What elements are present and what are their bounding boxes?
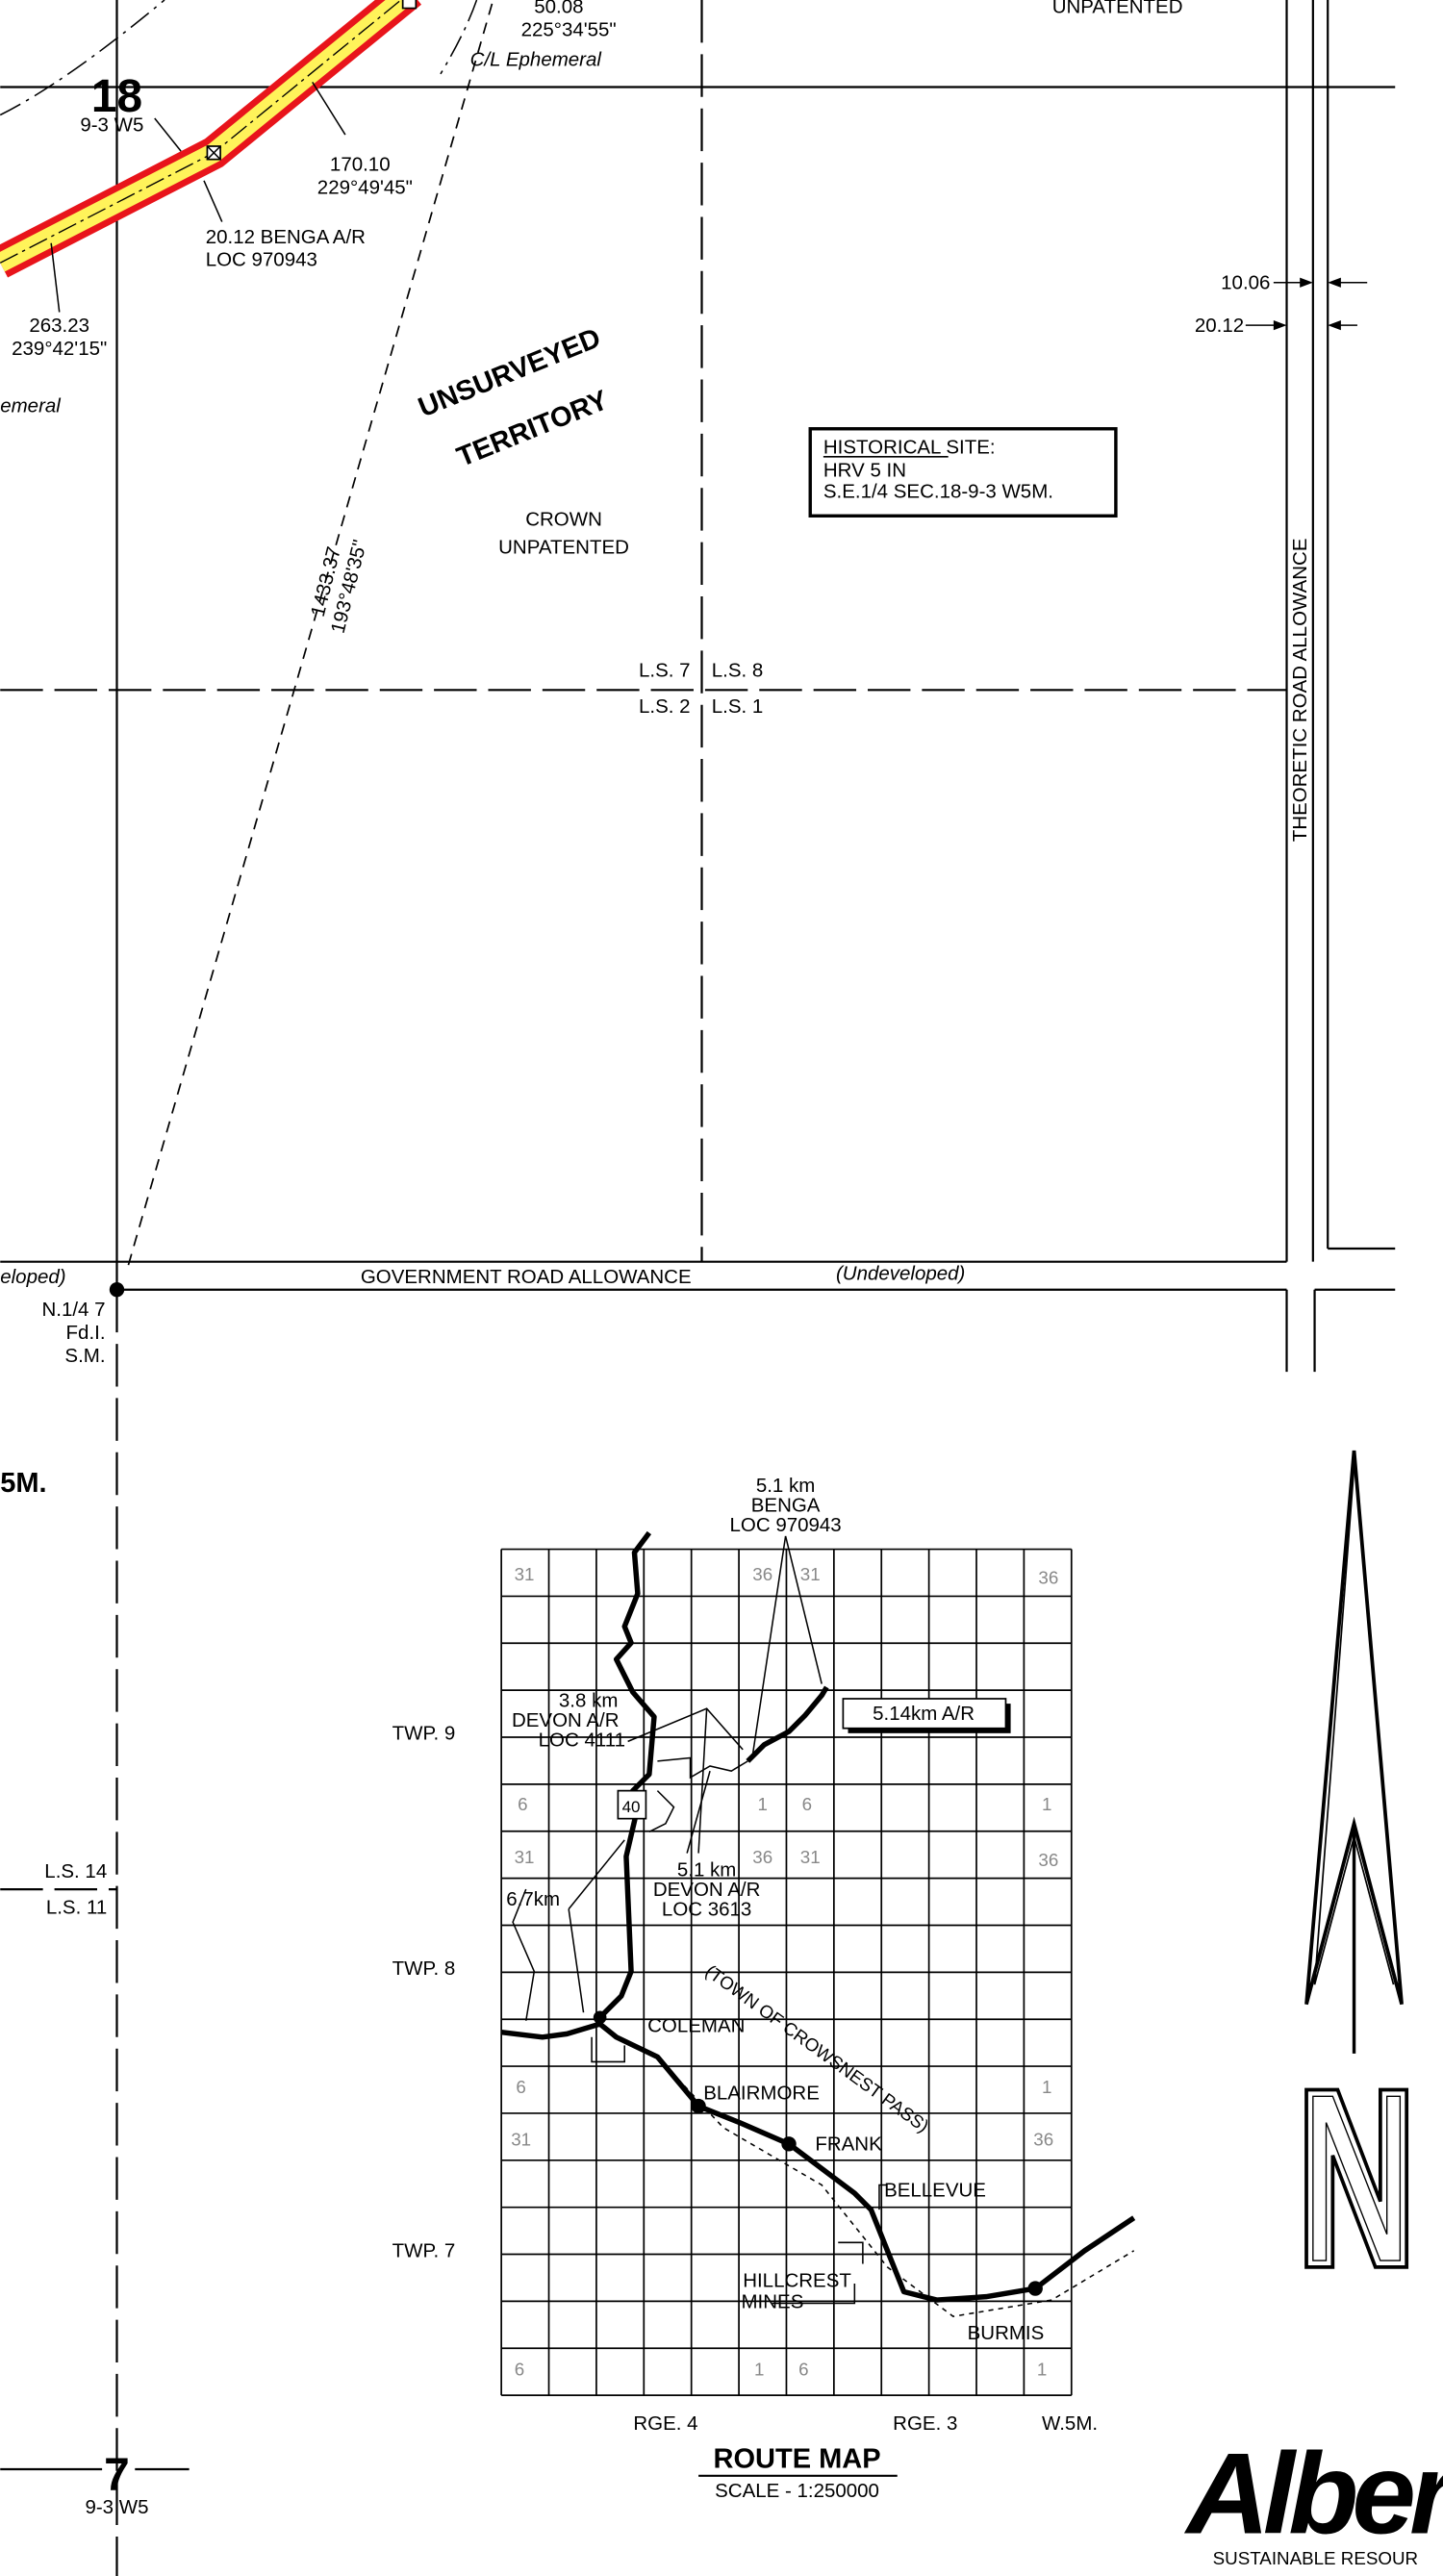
section-number: 36 bbox=[1038, 1567, 1058, 1587]
width: 10.06 bbox=[1221, 272, 1270, 294]
historical-site-box bbox=[808, 427, 1118, 518]
survey-lines bbox=[0, 0, 1396, 2576]
label: 5M. bbox=[0, 1468, 46, 1499]
route-label: 3.8 km bbox=[559, 1690, 618, 1712]
historical-site-line: S.E.1/4 SEC.18-9-3 W5M. bbox=[823, 480, 1053, 502]
township-label: TWP. 9 bbox=[392, 1723, 456, 1745]
section-number: 6 bbox=[798, 2360, 808, 2380]
bearing: 229°49'45" bbox=[317, 177, 413, 199]
route-map-roads bbox=[500, 1530, 1136, 2317]
monument: Fd.I. bbox=[66, 1322, 106, 1344]
road-allowance-label: THEORETIC ROAD ALLOWANCE bbox=[1289, 538, 1311, 842]
colon: : bbox=[990, 436, 996, 458]
historical-site-line: HRV 5 IN bbox=[823, 459, 906, 481]
road-allowance-name: GOVERNMENT ROAD ALLOWANCE bbox=[361, 1266, 692, 1288]
monument: N.1/4 7 bbox=[41, 1299, 105, 1321]
crown-label: UNPATENTED bbox=[498, 537, 629, 559]
section-number: 6 bbox=[518, 1794, 527, 1814]
right-of-way: 20.12 BENGA A/R bbox=[206, 226, 366, 248]
highway-shield: 40 bbox=[622, 1798, 641, 1816]
route-label: 5.1 km bbox=[677, 1858, 736, 1881]
section-number: 36 bbox=[752, 1847, 772, 1867]
section-number: 36 bbox=[752, 1564, 772, 1584]
section-number: 7 bbox=[104, 2450, 130, 2501]
title: HISTORICAL SITE bbox=[823, 436, 990, 458]
label: UNPATENTED bbox=[1052, 0, 1183, 18]
section-number: 1 bbox=[757, 1794, 767, 1814]
road-allowance-status: (Undeveloped) bbox=[836, 1262, 965, 1284]
section-numbers: 31 36 31 36 6 1 6 1 31 36 31 36 6 1 31 36 6 1 6 1 bbox=[511, 1564, 1058, 2380]
town-label: HILLCREST bbox=[743, 2269, 851, 2291]
section-legal: 9-3 W5 bbox=[85, 2496, 148, 2518]
bearing: 239°42'15" bbox=[12, 338, 107, 360]
municipality-label: (TOWN OF CROWSNEST PASS) bbox=[701, 1960, 932, 2135]
township-label: TWP. 8 bbox=[392, 1957, 456, 1980]
route-label: LOC 4111 bbox=[539, 1730, 625, 1752]
section-number: 18 bbox=[91, 71, 142, 122]
route-label: DEVON A/R bbox=[512, 1709, 620, 1731]
legal-subdivision: L.S. 8 bbox=[712, 660, 764, 682]
access-road-label: 5.14km A/R bbox=[873, 1703, 975, 1725]
town-label: MINES bbox=[742, 2291, 804, 2313]
section-number: 6 bbox=[515, 2360, 524, 2380]
route-label: DEVON A/R bbox=[653, 1879, 761, 1901]
distance: 170.10 bbox=[330, 154, 391, 176]
label: eloped) bbox=[0, 1266, 65, 1288]
section-number: 1 bbox=[1042, 2077, 1051, 2097]
route-label: LOC 3613 bbox=[662, 1898, 751, 1920]
label: emeral bbox=[0, 395, 62, 417]
section-number: 31 bbox=[511, 2130, 531, 2150]
distance: 263.23 bbox=[29, 315, 89, 337]
crown-label: CROWN bbox=[525, 509, 602, 531]
section-number: 1 bbox=[1042, 1794, 1051, 1814]
legal-subdivision: L.S. 1 bbox=[712, 695, 764, 718]
section-number: 1 bbox=[754, 2360, 764, 2380]
section-number: 31 bbox=[800, 1847, 821, 1867]
section-legal: 9-3 W5 bbox=[80, 114, 143, 137]
township-label: TWP. 7 bbox=[392, 2240, 456, 2262]
pipeline bbox=[0, 0, 422, 313]
section-number: 31 bbox=[515, 1564, 535, 1584]
distance: 50.08 bbox=[534, 0, 583, 18]
centerline-label: C/L Ephemeral bbox=[470, 48, 603, 70]
legal-subdivision: L.S. 11 bbox=[46, 1897, 107, 1919]
route-label: LOC 970943 bbox=[730, 1514, 842, 1536]
bearing: 225°34'55" bbox=[521, 19, 617, 41]
town-label: BURMIS bbox=[968, 2322, 1045, 2344]
route-label: 6.7km bbox=[506, 1888, 560, 1910]
section-number: 31 bbox=[800, 1564, 821, 1584]
route-map-scale: SCALE - 1:250000 bbox=[715, 2480, 879, 2502]
route-label: 5.1 km bbox=[756, 1475, 815, 1497]
width: 20.12 bbox=[1195, 315, 1244, 337]
section-number: 36 bbox=[1033, 2130, 1053, 2150]
town-label: FRANK bbox=[815, 2134, 882, 2156]
route-map-grid bbox=[500, 1548, 1073, 2396]
north-arrow bbox=[1304, 1450, 1409, 2269]
logo: Alberta bbox=[1183, 2431, 1443, 2559]
town-label: BLAIRMORE bbox=[703, 2083, 820, 2105]
town-label: COLEMAN bbox=[647, 2015, 745, 2037]
section-number: 6 bbox=[802, 1794, 812, 1814]
range-label: RGE. 4 bbox=[633, 2412, 697, 2435]
route-label: BENGA bbox=[751, 1494, 821, 1516]
route-map-title: ROUTE MAP bbox=[714, 2443, 881, 2474]
legal-subdivision: L.S. 7 bbox=[639, 660, 691, 682]
town-label: BELLEVUE bbox=[884, 2179, 986, 2201]
monument: S.M. bbox=[64, 1345, 105, 1367]
historical-site-title: HISTORICAL SITE: bbox=[823, 436, 996, 458]
right-of-way-loc: LOC 970943 bbox=[206, 249, 317, 271]
range-label: W.5M. bbox=[1042, 2412, 1098, 2435]
section-number: 31 bbox=[515, 1847, 535, 1867]
range-label: RGE. 3 bbox=[893, 2412, 957, 2435]
legal-subdivision: L.S. 2 bbox=[639, 695, 691, 718]
legal-subdivision: L.S. 14 bbox=[44, 1860, 107, 1882]
section-number: 6 bbox=[516, 2077, 525, 2097]
section-number: 36 bbox=[1038, 1850, 1058, 1870]
section-number: 1 bbox=[1037, 2360, 1047, 2380]
logo-tagline: SUSTAINABLE RESOUR bbox=[1213, 2548, 1418, 2568]
